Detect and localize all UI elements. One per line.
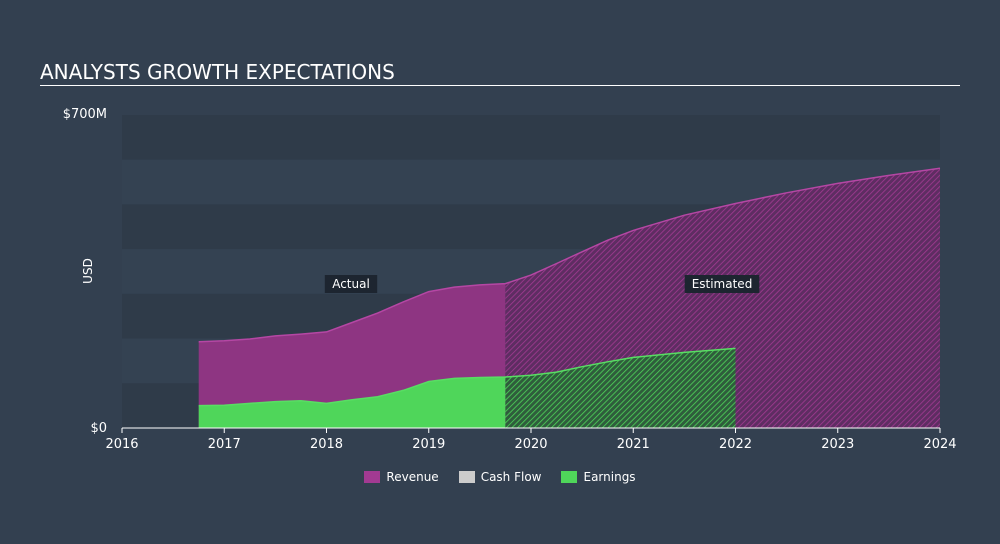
legend-item-earnings[interactable]: Earnings [561, 470, 636, 484]
x-tick-label: 2024 [923, 437, 956, 452]
y-tick-label-max: $700M [63, 107, 107, 122]
title-divider [40, 85, 960, 86]
actual-label: Actual [324, 275, 378, 293]
x-tick-label: 2019 [412, 437, 445, 452]
actual-label-text: Actual [332, 277, 370, 291]
legend-swatch-cash-flow [458, 471, 475, 483]
y-tick-label-min: $0 [90, 421, 107, 436]
series-areas [198, 167, 941, 428]
estimated-label-bg [684, 275, 760, 293]
earnings-area-estimated [505, 348, 736, 428]
legend-label-cash-flow: Cash Flow [480, 470, 542, 484]
estimated-label: Estimated [684, 275, 760, 293]
x-tick-label: 2021 [617, 437, 650, 452]
axes: 2016 2017 2018 2019 2020 2021 2022 2023 2024 [105, 427, 957, 452]
legend-label-earnings: Earnings [583, 470, 636, 484]
legend-item-cash-flow[interactable]: Cash Flow [458, 470, 542, 484]
legend-swatch-earnings [561, 471, 578, 483]
chart-legend: Revenue Cash Flow Earnings [0, 470, 1000, 484]
estimated-label-text: Estimated [692, 277, 753, 291]
legend-swatch-revenue [364, 471, 381, 483]
legend-item-revenue[interactable]: Revenue [364, 470, 439, 484]
earnings-area-actual [198, 377, 506, 428]
labels: $0 $700M USD Actual Estimated [63, 107, 760, 436]
revenue-line [198, 167, 941, 343]
x-tick-label: 2023 [821, 437, 854, 452]
legend-label-revenue: Revenue [386, 470, 439, 484]
x-tick-label: 2016 [105, 437, 138, 452]
y-axis-label: USD [81, 258, 95, 284]
actual-label-bg [324, 275, 378, 293]
x-tick-label: 2020 [514, 437, 547, 452]
earnings-line [198, 347, 736, 407]
grid-band [122, 115, 940, 160]
x-tick-label: 2022 [719, 437, 752, 452]
x-tick-label: 2018 [310, 437, 343, 452]
chart-title: ANALYSTS GROWTH EXPECTATIONS [40, 60, 395, 84]
x-tick-label: 2017 [208, 437, 241, 452]
